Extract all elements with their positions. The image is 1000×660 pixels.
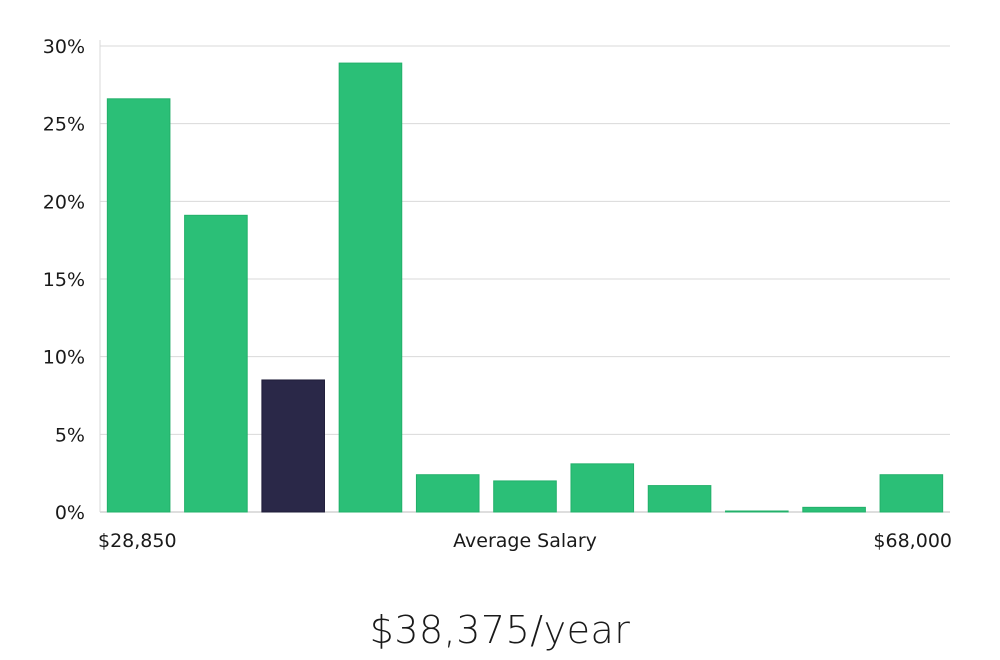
bar [338,62,403,513]
bar [493,480,557,513]
bar [415,474,480,513]
x-axis-title: Average Salary [453,530,597,552]
average-salary-headline: $38,375/year [369,608,631,652]
y-tick-label: 30% [43,36,85,58]
bars [106,62,944,513]
y-tick-label: 5% [55,424,85,446]
bar [570,463,635,513]
x-axis-min-label: $28,850 [98,530,177,552]
x-axis-max-label: $68,000 [873,530,952,552]
y-tick-label: 10% [43,347,85,369]
y-tick-label: 20% [43,191,85,213]
bar [725,510,789,513]
bar [184,214,248,513]
y-tick-label: 0% [55,502,85,524]
bar [802,506,866,513]
y-tick-label: 25% [43,114,85,136]
bar [647,485,712,513]
y-tick-label: 15% [43,269,85,291]
salary-histogram: 0% 5% 10% 15% 20% 25% 30% $28,850 Average Sala… [43,36,952,552]
y-axis: 0% 5% 10% 15% 20% 25% 30% [43,36,101,524]
bar [106,98,171,513]
bar [879,474,944,513]
x-axis: $28,850 Average Salary $68,000 [98,530,952,552]
bar-highlighted [261,379,325,513]
